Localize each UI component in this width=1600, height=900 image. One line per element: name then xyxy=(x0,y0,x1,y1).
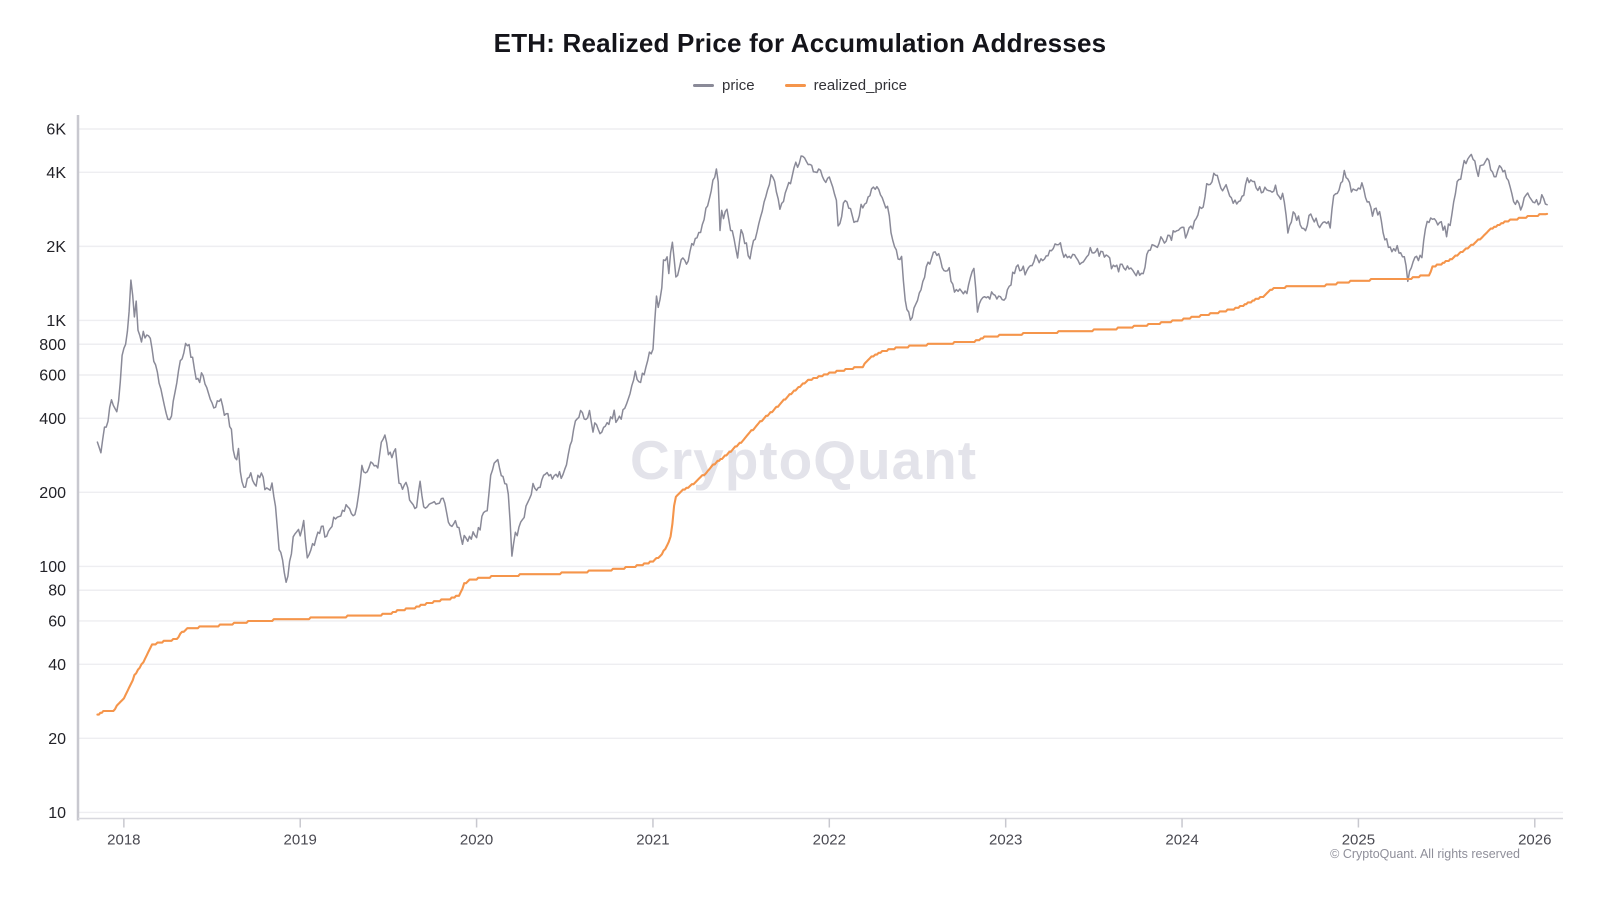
y-axis-tick-label: 10 xyxy=(48,805,66,822)
y-axis-tick-label: 1K xyxy=(46,313,66,330)
cryptoquant-watermark: CryptoQuant xyxy=(630,429,978,491)
y-axis-tick-label: 400 xyxy=(39,411,66,428)
copyright-text: © CryptoQuant. All rights reserved xyxy=(1330,847,1520,861)
x-axis-tick-label: 2021 xyxy=(636,832,669,849)
x-axis-tick-label: 2022 xyxy=(813,832,846,849)
y-axis-tick-label: 100 xyxy=(39,559,66,576)
x-axis-tick-label: 2023 xyxy=(989,832,1022,849)
y-axis-tick-label: 800 xyxy=(39,337,66,354)
price-line[interactable] xyxy=(96,153,1548,584)
x-axis-tick-label: 2025 xyxy=(1342,832,1375,849)
legend: price realized_price xyxy=(0,77,1600,94)
legend-label-realized-price: realized_price xyxy=(813,77,907,94)
legend-item-realized-price[interactable]: realized_price xyxy=(784,77,907,94)
realized-price-line[interactable] xyxy=(96,212,1549,716)
x-axis-tick-label: 2018 xyxy=(107,832,140,849)
legend-label-price: price xyxy=(722,77,755,94)
y-axis-tick-label: 60 xyxy=(48,613,66,630)
chart-title: ETH: Realized Price for Accumulation Add… xyxy=(493,28,1107,58)
y-axis-tick-label: 80 xyxy=(48,583,66,600)
y-axis-tick-label: 600 xyxy=(39,367,66,384)
y-axis-tick-label: 40 xyxy=(48,657,66,674)
y-axis-tick-label: 6K xyxy=(46,122,66,139)
realized-price-swatch xyxy=(784,84,806,87)
x-axis-tick-label: 2019 xyxy=(284,832,317,849)
y-axis-tick-label: 2K xyxy=(46,239,66,256)
y-axis-tick-label: 20 xyxy=(48,731,66,748)
price-swatch xyxy=(693,84,715,87)
x-axis-tick-label: 2024 xyxy=(1165,832,1198,849)
x-axis-tick-label: 2020 xyxy=(460,832,493,849)
x-axis-tick-label: 2026 xyxy=(1518,832,1551,849)
y-axis-tick-label: 200 xyxy=(39,485,66,502)
y-axis-tick-label: 4K xyxy=(46,165,66,182)
legend-item-price[interactable]: price xyxy=(693,77,755,94)
